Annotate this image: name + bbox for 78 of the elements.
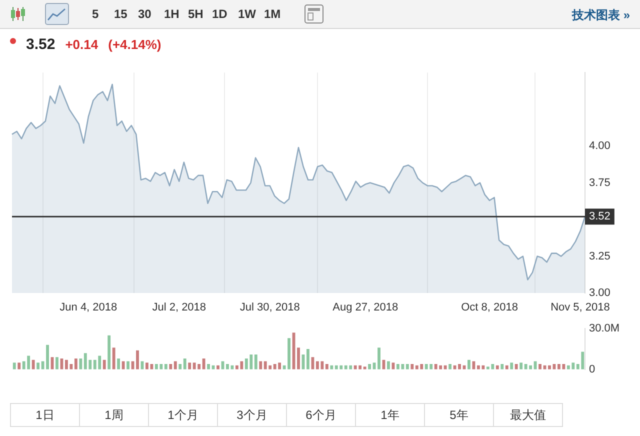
text: 1M: [264, 7, 281, 21]
text: 30: [138, 7, 152, 21]
bar: [117, 358, 120, 370]
text: 1个月: [148, 403, 218, 427]
bar: [410, 364, 414, 370]
text: 1W: [238, 7, 256, 21]
text: 1周: [79, 403, 149, 427]
y-tick-label: 3.25: [589, 250, 610, 262]
bar: [46, 344, 49, 370]
bar: [259, 361, 262, 370]
bar: [325, 364, 328, 370]
bar: [472, 361, 476, 370]
y-tick-label: 30.0M: [589, 322, 620, 335]
text: 技术图表 »: [572, 7, 630, 24]
bar: [510, 362, 514, 370]
bar: [126, 361, 130, 370]
bar: [538, 364, 542, 370]
bar: [202, 358, 206, 370]
bar: [136, 350, 139, 370]
bar: [102, 360, 106, 370]
y-tick-label: 3.00: [589, 287, 610, 300]
bar: [79, 358, 82, 370]
text: 5年: [424, 403, 494, 427]
x-tick-label: Jul 30, 2018: [240, 302, 300, 314]
bar: [183, 358, 186, 370]
bar: [112, 348, 116, 370]
bar: [520, 362, 523, 370]
bar: [392, 362, 395, 370]
x-tick-label: Oct 8, 2018: [461, 302, 518, 314]
bar: [36, 362, 40, 370]
y-tick-label: 4.00: [589, 140, 610, 152]
bar: [108, 335, 111, 370]
text: 5: [92, 7, 99, 21]
x-tick-label: Jun 4, 2018: [60, 302, 118, 314]
text: (+4.14%): [108, 37, 162, 52]
bar: [468, 360, 470, 370]
bar: [164, 364, 168, 370]
bar: [56, 357, 58, 370]
x-tick-label: Aug 27, 2018: [332, 302, 398, 314]
text: 1H: [164, 7, 180, 21]
bar: [311, 357, 314, 370]
x-tick-label: Jul 2, 2018: [152, 302, 206, 314]
bar: [188, 362, 192, 370]
bar: [174, 361, 177, 370]
bar: [448, 364, 452, 370]
bar: [74, 358, 78, 370]
bar: [12, 362, 16, 370]
bar: [514, 364, 518, 370]
bar: [406, 364, 409, 370]
bar: [297, 348, 300, 370]
text: 15: [114, 7, 128, 21]
y-tick-label: 0: [589, 363, 596, 376]
bar: [368, 364, 371, 370]
text: 1D: [212, 7, 228, 21]
x-tick-label: Nov 5, 2018: [550, 302, 610, 314]
text: 3.52: [26, 36, 56, 53]
bar: [378, 348, 380, 370]
ref-line-label: 3.52: [589, 210, 610, 223]
bar: [363, 366, 366, 370]
bar: [122, 361, 125, 370]
y-tick-label: 3.75: [589, 176, 610, 189]
text: 5H: [188, 7, 204, 21]
bar: [458, 364, 461, 370]
bar: [387, 361, 390, 370]
text: 1日: [10, 403, 80, 427]
text: 6个月: [286, 403, 356, 427]
text: 3个月: [217, 403, 287, 427]
bar: [500, 364, 504, 370]
bar: [32, 360, 35, 370]
bar: [169, 364, 172, 370]
text: +0.14: [65, 37, 98, 52]
bar: [207, 364, 210, 370]
text: 最大值: [493, 403, 563, 427]
bar: [254, 354, 258, 370]
text: 1年: [355, 403, 425, 427]
bar: [178, 364, 182, 370]
bar: [306, 349, 310, 370]
bar: [18, 362, 21, 370]
